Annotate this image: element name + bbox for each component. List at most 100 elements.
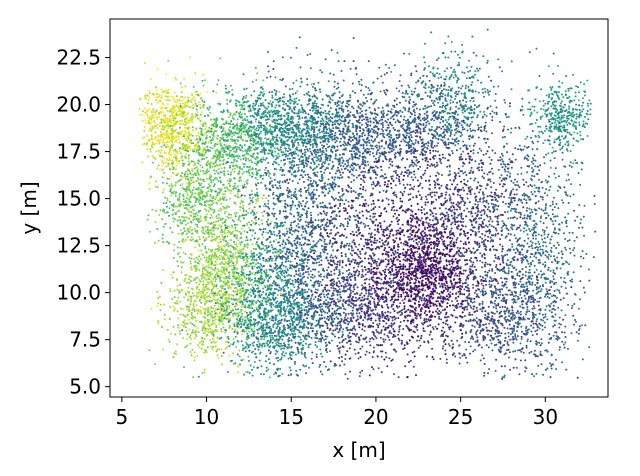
data-point xyxy=(209,174,211,176)
data-point xyxy=(567,173,570,176)
data-point xyxy=(157,164,160,167)
data-point xyxy=(451,115,454,118)
data-point xyxy=(464,269,467,272)
data-point xyxy=(319,125,322,128)
data-point xyxy=(347,222,349,225)
data-point xyxy=(206,145,209,148)
data-point xyxy=(540,338,543,341)
data-point xyxy=(209,111,212,114)
data-point xyxy=(408,86,411,89)
data-point xyxy=(276,134,279,137)
data-point xyxy=(395,114,398,117)
data-point xyxy=(252,281,255,284)
data-point xyxy=(314,296,317,298)
data-point xyxy=(352,60,355,63)
data-point xyxy=(240,108,243,111)
data-point xyxy=(190,133,192,136)
data-point xyxy=(342,300,345,302)
data-point xyxy=(451,300,453,303)
data-point xyxy=(459,251,462,254)
data-point xyxy=(148,96,151,98)
data-point xyxy=(215,350,218,353)
data-point xyxy=(175,95,178,98)
data-point xyxy=(462,324,465,327)
data-point xyxy=(367,295,370,298)
data-point xyxy=(549,159,552,162)
data-point xyxy=(258,359,261,362)
data-point xyxy=(373,237,376,240)
data-point xyxy=(316,345,319,348)
data-point xyxy=(290,242,293,245)
data-point xyxy=(422,127,425,130)
data-point xyxy=(228,327,231,330)
data-point xyxy=(532,159,535,162)
data-point xyxy=(356,157,359,159)
data-point xyxy=(567,212,570,215)
data-point xyxy=(359,252,362,255)
data-point xyxy=(186,194,189,197)
data-point xyxy=(503,99,506,101)
data-point xyxy=(382,325,385,328)
data-point xyxy=(571,231,574,234)
data-point xyxy=(390,280,393,283)
data-point xyxy=(348,218,351,221)
data-point xyxy=(486,225,489,228)
data-point xyxy=(168,157,171,160)
data-point xyxy=(466,308,469,311)
data-point xyxy=(198,238,201,241)
data-point xyxy=(305,214,308,217)
data-point xyxy=(187,130,190,133)
data-point xyxy=(348,357,351,360)
data-point xyxy=(389,271,392,274)
data-point xyxy=(232,253,235,256)
data-point xyxy=(505,224,508,227)
data-point xyxy=(289,369,292,372)
data-point xyxy=(424,169,427,172)
data-point xyxy=(200,186,203,189)
data-point xyxy=(327,192,330,195)
data-point xyxy=(424,42,426,45)
data-point xyxy=(242,358,245,361)
data-point xyxy=(402,258,405,261)
data-point xyxy=(394,250,397,253)
data-point xyxy=(413,292,416,295)
data-point xyxy=(416,277,419,280)
data-point xyxy=(246,119,249,122)
data-point xyxy=(554,259,557,262)
data-point xyxy=(278,90,281,93)
data-point xyxy=(499,290,501,293)
data-point xyxy=(534,330,537,333)
data-point xyxy=(336,345,339,347)
data-point xyxy=(283,342,286,345)
data-point xyxy=(428,122,431,125)
data-point xyxy=(297,256,300,259)
data-point xyxy=(506,174,509,177)
data-point xyxy=(346,225,349,228)
data-point xyxy=(156,134,159,137)
data-point xyxy=(303,148,306,151)
data-point xyxy=(295,373,298,376)
data-point xyxy=(447,343,450,345)
data-point xyxy=(486,274,489,276)
data-point xyxy=(320,103,323,106)
data-point xyxy=(555,368,558,370)
data-point xyxy=(502,224,505,227)
data-point xyxy=(564,119,566,122)
data-point xyxy=(545,188,548,191)
data-point xyxy=(176,152,179,154)
data-point xyxy=(338,91,341,94)
data-point xyxy=(472,338,475,340)
data-point xyxy=(174,110,176,112)
data-point xyxy=(165,99,168,101)
data-point xyxy=(323,145,325,148)
data-point xyxy=(441,95,444,98)
data-point xyxy=(156,167,159,170)
data-point xyxy=(271,94,274,97)
data-point xyxy=(383,183,386,186)
data-point xyxy=(318,365,321,368)
data-point xyxy=(482,192,484,195)
data-point xyxy=(337,289,340,292)
data-point xyxy=(520,166,523,169)
data-point xyxy=(209,207,212,210)
data-point xyxy=(333,269,336,271)
